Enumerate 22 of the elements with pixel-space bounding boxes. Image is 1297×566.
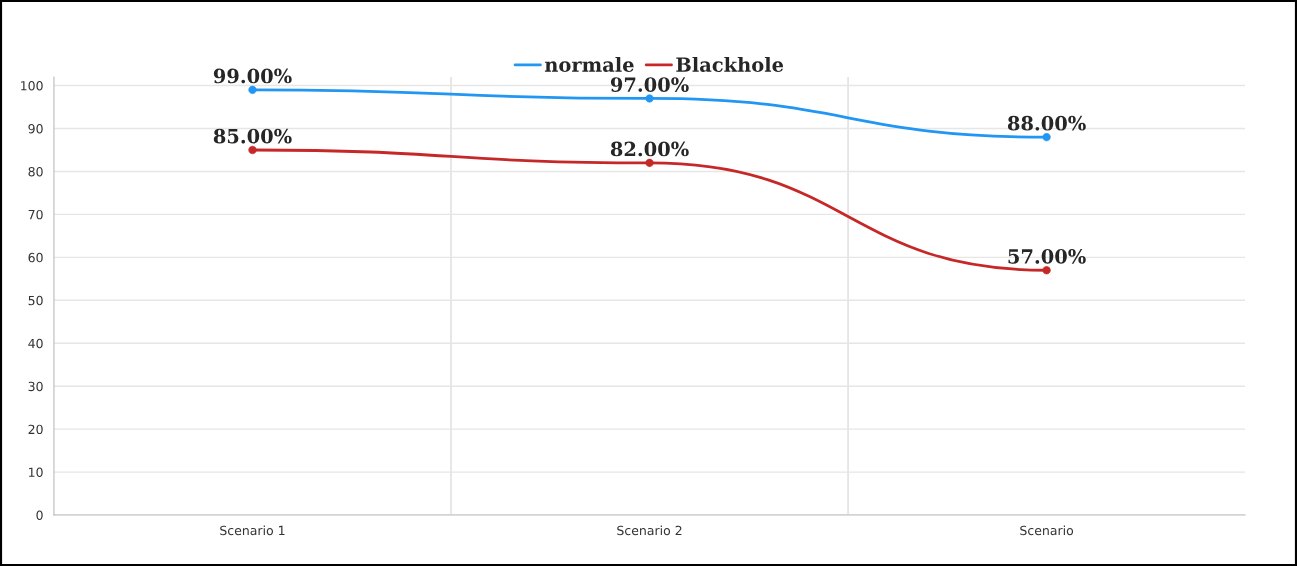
- x-tick-label: Scenario 1: [220, 525, 285, 536]
- data-label: 88.00%: [1007, 115, 1086, 131]
- y-tick-label: 80: [28, 166, 43, 177]
- y-tick-label: 90: [28, 123, 43, 134]
- data-label: 85.00%: [213, 128, 292, 144]
- y-tick-label: 30: [28, 381, 43, 392]
- data-label: 82.00%: [610, 141, 689, 157]
- y-tick-label: 0: [36, 510, 43, 520]
- data-label: 99.00%: [213, 68, 292, 84]
- y-tick-label: 60: [28, 252, 43, 263]
- y-tick-label: 40: [28, 338, 43, 349]
- x-tick-label: Scenario: [1020, 525, 1074, 536]
- x-tick-label: Scenario 2: [617, 525, 682, 536]
- y-tick-label: 10: [29, 467, 43, 478]
- legend-label: Blackhole: [676, 56, 784, 72]
- y-tick-label: 50: [28, 295, 43, 306]
- y-tick-label: 100: [21, 81, 43, 91]
- y-tick-label: 70: [28, 209, 43, 220]
- y-tick-label: 20: [28, 424, 43, 435]
- data-label: 57.00%: [1008, 249, 1086, 264]
- legend-label: normale: [544, 56, 634, 72]
- data-label: 97.00%: [610, 77, 689, 92]
